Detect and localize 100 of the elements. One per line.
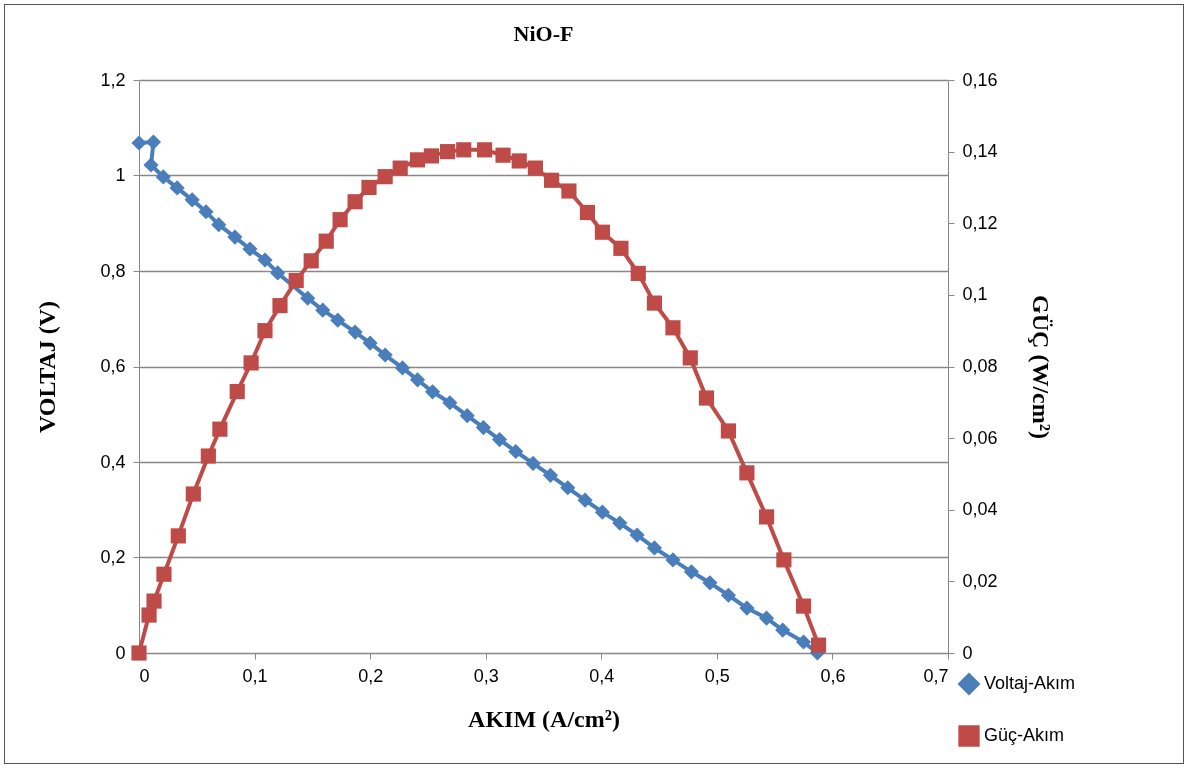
point <box>665 320 681 336</box>
point <box>646 295 663 311</box>
chart-title: NiO-F <box>513 21 574 46</box>
point <box>720 423 736 439</box>
point <box>155 169 171 185</box>
point <box>560 480 576 496</box>
point <box>377 347 393 363</box>
x-tick-label: 0 <box>139 665 150 686</box>
point <box>227 229 243 245</box>
point <box>739 600 755 616</box>
point <box>362 335 378 351</box>
point <box>315 302 331 318</box>
point <box>257 252 273 268</box>
y2-axis-title: GÜÇ (W/cm²) <box>1027 295 1054 439</box>
point <box>739 465 755 481</box>
point <box>156 566 172 582</box>
point <box>184 192 200 208</box>
y2-tick-label: 0,02 <box>962 570 998 591</box>
point <box>131 135 147 151</box>
point <box>476 142 493 158</box>
y-tick-label: 0,8 <box>100 260 126 281</box>
point <box>392 160 408 176</box>
point <box>141 607 157 623</box>
point <box>347 194 363 210</box>
point <box>330 312 346 328</box>
y-axis-title: VOLTAJ (V) <box>34 300 61 434</box>
legend-label: Güç-Akım <box>984 725 1065 745</box>
y-tick-label: 0,4 <box>100 451 126 472</box>
point <box>508 443 524 460</box>
point <box>198 204 214 220</box>
point <box>612 515 628 531</box>
point <box>377 169 393 185</box>
point <box>439 144 456 160</box>
y-tick-label: 1 <box>115 165 126 185</box>
point <box>242 241 258 257</box>
point <box>394 360 411 376</box>
y2-tick-label: 0,12 <box>962 212 998 233</box>
point <box>561 183 577 199</box>
x-tick-label: 0,5 <box>704 665 730 686</box>
point <box>143 157 159 173</box>
point <box>630 265 646 281</box>
point <box>170 528 186 544</box>
point <box>758 610 775 626</box>
point <box>579 204 595 221</box>
point <box>288 272 304 289</box>
point <box>629 527 645 543</box>
point <box>423 148 439 164</box>
point <box>594 504 611 520</box>
y2-tick-label: 0,08 <box>962 356 998 376</box>
point <box>409 152 426 168</box>
point <box>270 265 286 281</box>
point <box>212 421 228 437</box>
point <box>525 455 541 472</box>
y2-tick-label: 0 <box>962 642 973 663</box>
point <box>409 372 426 388</box>
point <box>511 153 527 169</box>
x-tick-label: 0,1 <box>242 665 268 686</box>
y-tick-label: 0,2 <box>100 547 126 567</box>
x-tick-label: 0,3 <box>473 665 499 686</box>
point <box>495 147 511 163</box>
point <box>613 240 629 256</box>
point <box>361 179 377 196</box>
point <box>332 212 348 228</box>
point <box>424 384 441 400</box>
y2-tick-label: 0,16 <box>962 69 998 90</box>
point <box>169 180 185 196</box>
point <box>527 160 543 176</box>
point <box>146 593 162 609</box>
point <box>347 324 363 340</box>
point <box>775 622 791 638</box>
point <box>492 431 508 448</box>
y-tick-label: 1,2 <box>100 69 126 90</box>
y2-tick-label: 0,14 <box>962 141 998 162</box>
point <box>442 395 458 411</box>
x-tick-label: 0,7 <box>923 665 949 686</box>
point <box>459 408 475 424</box>
point <box>702 575 718 591</box>
point <box>300 290 316 306</box>
x-tick-label: 0,6 <box>820 665 846 686</box>
point <box>795 598 812 614</box>
point <box>303 253 319 269</box>
point <box>698 390 715 406</box>
point <box>682 350 698 366</box>
y-tick-label: 0 <box>115 642 126 663</box>
point <box>229 383 245 400</box>
point <box>131 645 147 661</box>
point <box>544 172 560 188</box>
point <box>200 448 216 464</box>
point <box>665 552 681 568</box>
point <box>318 233 334 249</box>
point <box>594 224 611 240</box>
point <box>810 637 827 653</box>
point <box>243 355 259 371</box>
point <box>272 298 288 314</box>
point <box>185 486 201 502</box>
point <box>720 587 736 603</box>
y2-tick-label: 0,1 <box>962 284 988 305</box>
x-tick-label: 0,2 <box>358 665 384 686</box>
point <box>683 564 700 580</box>
x-tick-label: 0,4 <box>589 665 615 686</box>
